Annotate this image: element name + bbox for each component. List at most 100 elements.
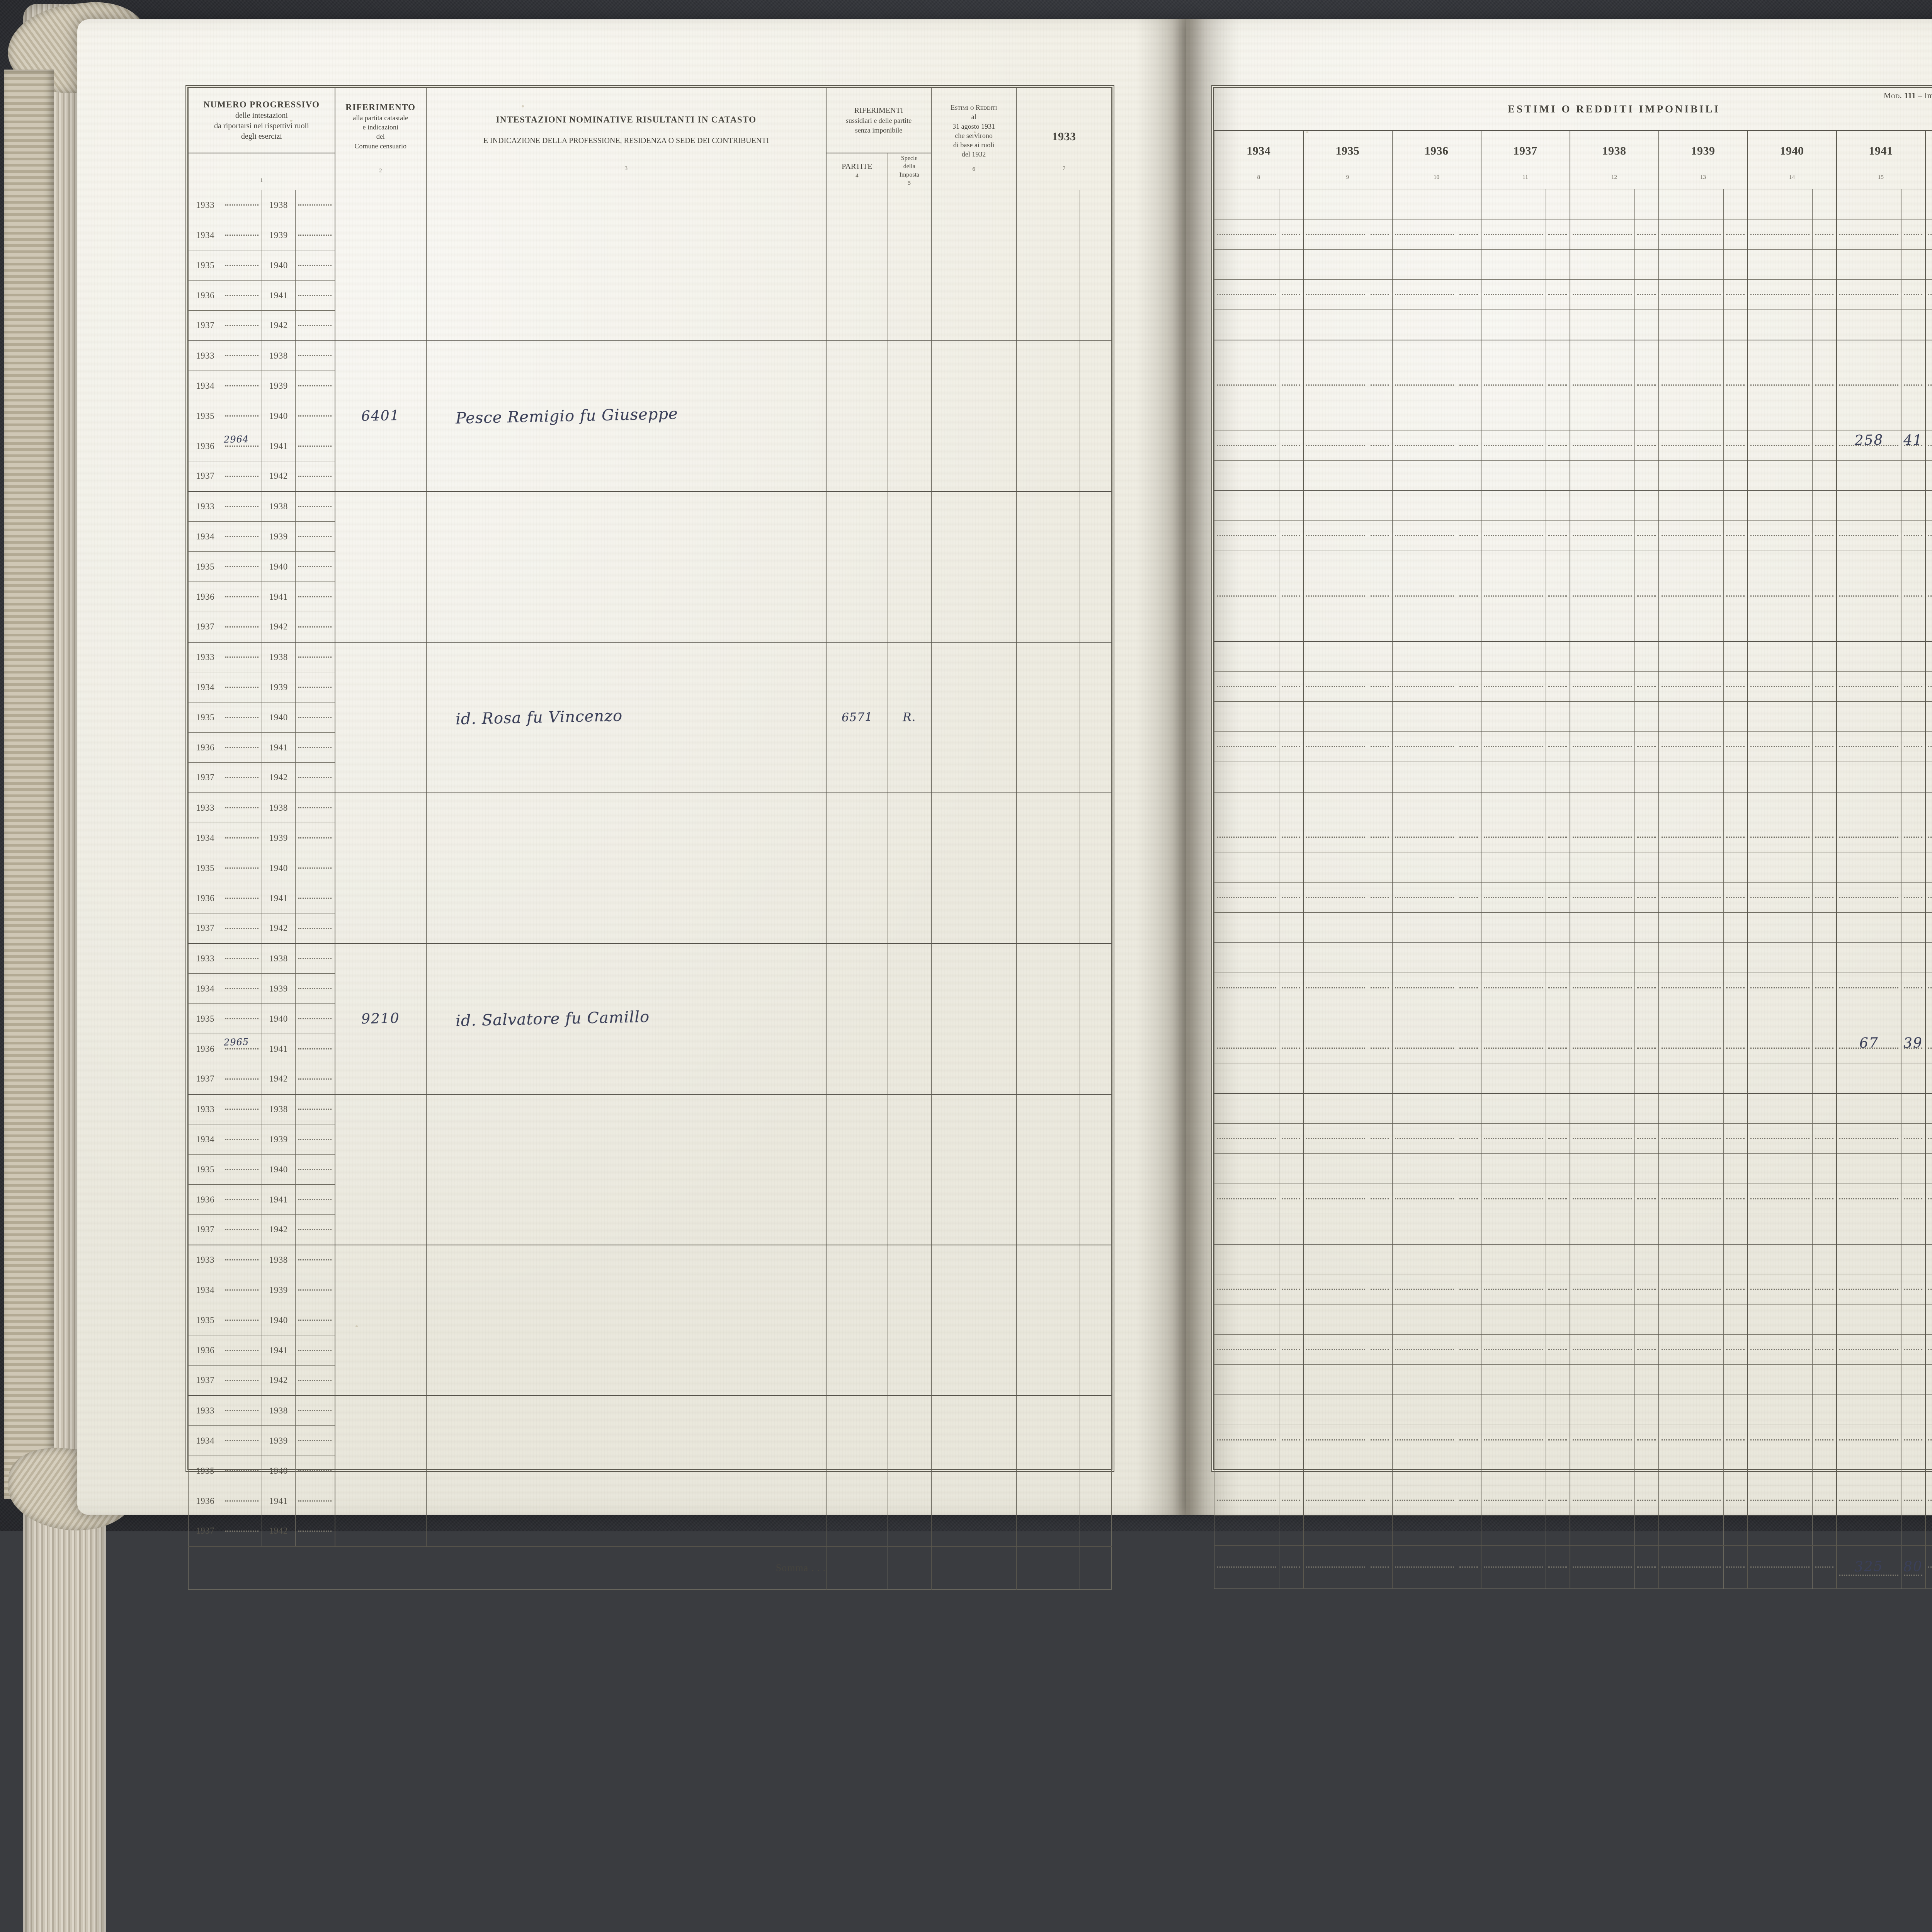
cell-1936-centesimi xyxy=(1457,1124,1481,1154)
year-cell-b: 1939 xyxy=(262,823,295,853)
cell-1942-lire xyxy=(1925,310,1932,340)
cell-1940-lire xyxy=(1748,822,1813,852)
cell-1935-lire xyxy=(1303,611,1368,641)
cell-1936-lire xyxy=(1392,822,1457,852)
cell-1940-lire xyxy=(1748,310,1813,340)
cell-1939-lire xyxy=(1659,852,1724,883)
cell-1934-centesimi xyxy=(1279,310,1303,340)
partite-cell: 6571 xyxy=(826,642,888,793)
cell-1935-lire xyxy=(1303,1033,1368,1063)
cell-1941-centesimi xyxy=(1901,370,1925,400)
cell-1934-lire xyxy=(1214,611,1279,641)
cell-1940-centesimi xyxy=(1813,1244,1837,1274)
year-cell-a: 1936 xyxy=(189,1034,222,1064)
cell-1935-centesimi xyxy=(1368,310,1392,340)
cell-1935-lire xyxy=(1303,822,1368,852)
cell-1936-lire xyxy=(1392,611,1457,641)
cell-1941-centesimi xyxy=(1901,641,1925,672)
table-row xyxy=(1214,702,1932,732)
cell-1940-centesimi xyxy=(1813,762,1837,792)
cell-1938-centesimi xyxy=(1635,672,1659,702)
year-dots-a xyxy=(222,1305,262,1335)
cell-1941-centesimi xyxy=(1901,943,1925,973)
cell-1939-lire xyxy=(1659,430,1724,461)
cell-1942-lire xyxy=(1925,250,1932,280)
year-cell-a: 1935 xyxy=(189,702,222,733)
cell-1941-lire xyxy=(1837,1094,1901,1124)
cell-1938-centesimi xyxy=(1635,1515,1659,1546)
cell-1941-lire xyxy=(1837,1485,1901,1515)
cell-1936-lire xyxy=(1392,1425,1457,1455)
cell-1935-centesimi xyxy=(1368,1124,1392,1154)
cell-1938-centesimi xyxy=(1635,1154,1659,1184)
cell-1935-lire xyxy=(1303,521,1368,551)
cell-1939-centesimi xyxy=(1724,189,1748,219)
cell-1937-centesimi xyxy=(1546,1244,1570,1274)
year-dots-a xyxy=(222,1155,262,1185)
cell-1935-lire xyxy=(1303,792,1368,822)
year-cell-b: 1941 xyxy=(262,1486,295,1516)
cell-1934-centesimi xyxy=(1279,219,1303,250)
cell-1936-lire xyxy=(1392,491,1457,521)
cell-1939-lire xyxy=(1659,340,1724,370)
cell-1939-lire xyxy=(1659,491,1724,521)
cell-1938-lire xyxy=(1570,883,1635,913)
year-cell-b: 1940 xyxy=(262,552,295,582)
year-dots-a xyxy=(222,1335,262,1366)
cell-1940-lire xyxy=(1748,1184,1813,1214)
cell-1934-lire xyxy=(1214,1274,1279,1304)
year-cell-b: 1940 xyxy=(262,250,295,281)
cell-1936-lire xyxy=(1392,1455,1457,1485)
year-dots-a: 2964 xyxy=(222,431,262,461)
cell-1938-lire xyxy=(1570,762,1635,792)
cell-1939-centesimi xyxy=(1724,762,1748,792)
cell-1942-lire xyxy=(1925,1033,1932,1063)
cell-1940-lire xyxy=(1748,1274,1813,1304)
cell-1935-centesimi xyxy=(1368,189,1392,219)
cell-1934-lire xyxy=(1214,1063,1279,1094)
cell-1938-lire xyxy=(1570,491,1635,521)
cell-1938-lire xyxy=(1570,340,1635,370)
table-row xyxy=(1214,1244,1932,1274)
year-cell-b: 1939 xyxy=(262,220,295,250)
table-row xyxy=(1214,1154,1932,1184)
somma-1940-centesimi xyxy=(1813,1546,1837,1589)
cell-1942-lire xyxy=(1925,189,1932,219)
ref-partita-cell xyxy=(335,793,426,944)
cell-1938-centesimi xyxy=(1635,973,1659,1003)
cell-1939-centesimi xyxy=(1724,280,1748,310)
cell-1938-lire xyxy=(1570,581,1635,611)
year-dots-a xyxy=(222,1215,262,1245)
cell-1942-lire xyxy=(1925,1425,1932,1455)
cell-1938-lire xyxy=(1570,1274,1635,1304)
cell-1939-lire xyxy=(1659,461,1724,491)
cell-1935-centesimi xyxy=(1368,1003,1392,1033)
cell-1938-lire xyxy=(1570,1455,1635,1485)
cell-1938-centesimi xyxy=(1635,280,1659,310)
cell-1939-lire xyxy=(1659,189,1724,219)
cell-1939-lire xyxy=(1659,1365,1724,1395)
cell-1938-centesimi xyxy=(1635,1033,1659,1063)
cell-1939-centesimi xyxy=(1724,1003,1748,1033)
cell-1940-lire xyxy=(1748,280,1813,310)
cell-1935-centesimi xyxy=(1368,672,1392,702)
year-cell-b: 1942 xyxy=(262,913,295,944)
cell-1934-lire xyxy=(1214,370,1279,400)
cell-1940-centesimi xyxy=(1813,1094,1837,1124)
cell-1939-lire xyxy=(1659,702,1724,732)
cell-1941-lire xyxy=(1837,1425,1901,1455)
cell-1941-lire xyxy=(1837,883,1901,913)
cell-1939-lire xyxy=(1659,641,1724,672)
cell-1938-centesimi xyxy=(1635,1124,1659,1154)
year-dots-b xyxy=(295,974,335,1004)
cell-1940-lire xyxy=(1748,219,1813,250)
ref-partita-cell: 6401 xyxy=(335,341,426,492)
year-cell-a: 1935 xyxy=(189,1004,222,1034)
year-dots-b xyxy=(295,944,335,974)
cell-1940-centesimi xyxy=(1813,672,1837,702)
cell-1938-centesimi xyxy=(1635,1365,1659,1395)
year-dots-a xyxy=(222,552,262,582)
cell-1940-centesimi xyxy=(1813,822,1837,852)
cell-1935-centesimi xyxy=(1368,1154,1392,1184)
